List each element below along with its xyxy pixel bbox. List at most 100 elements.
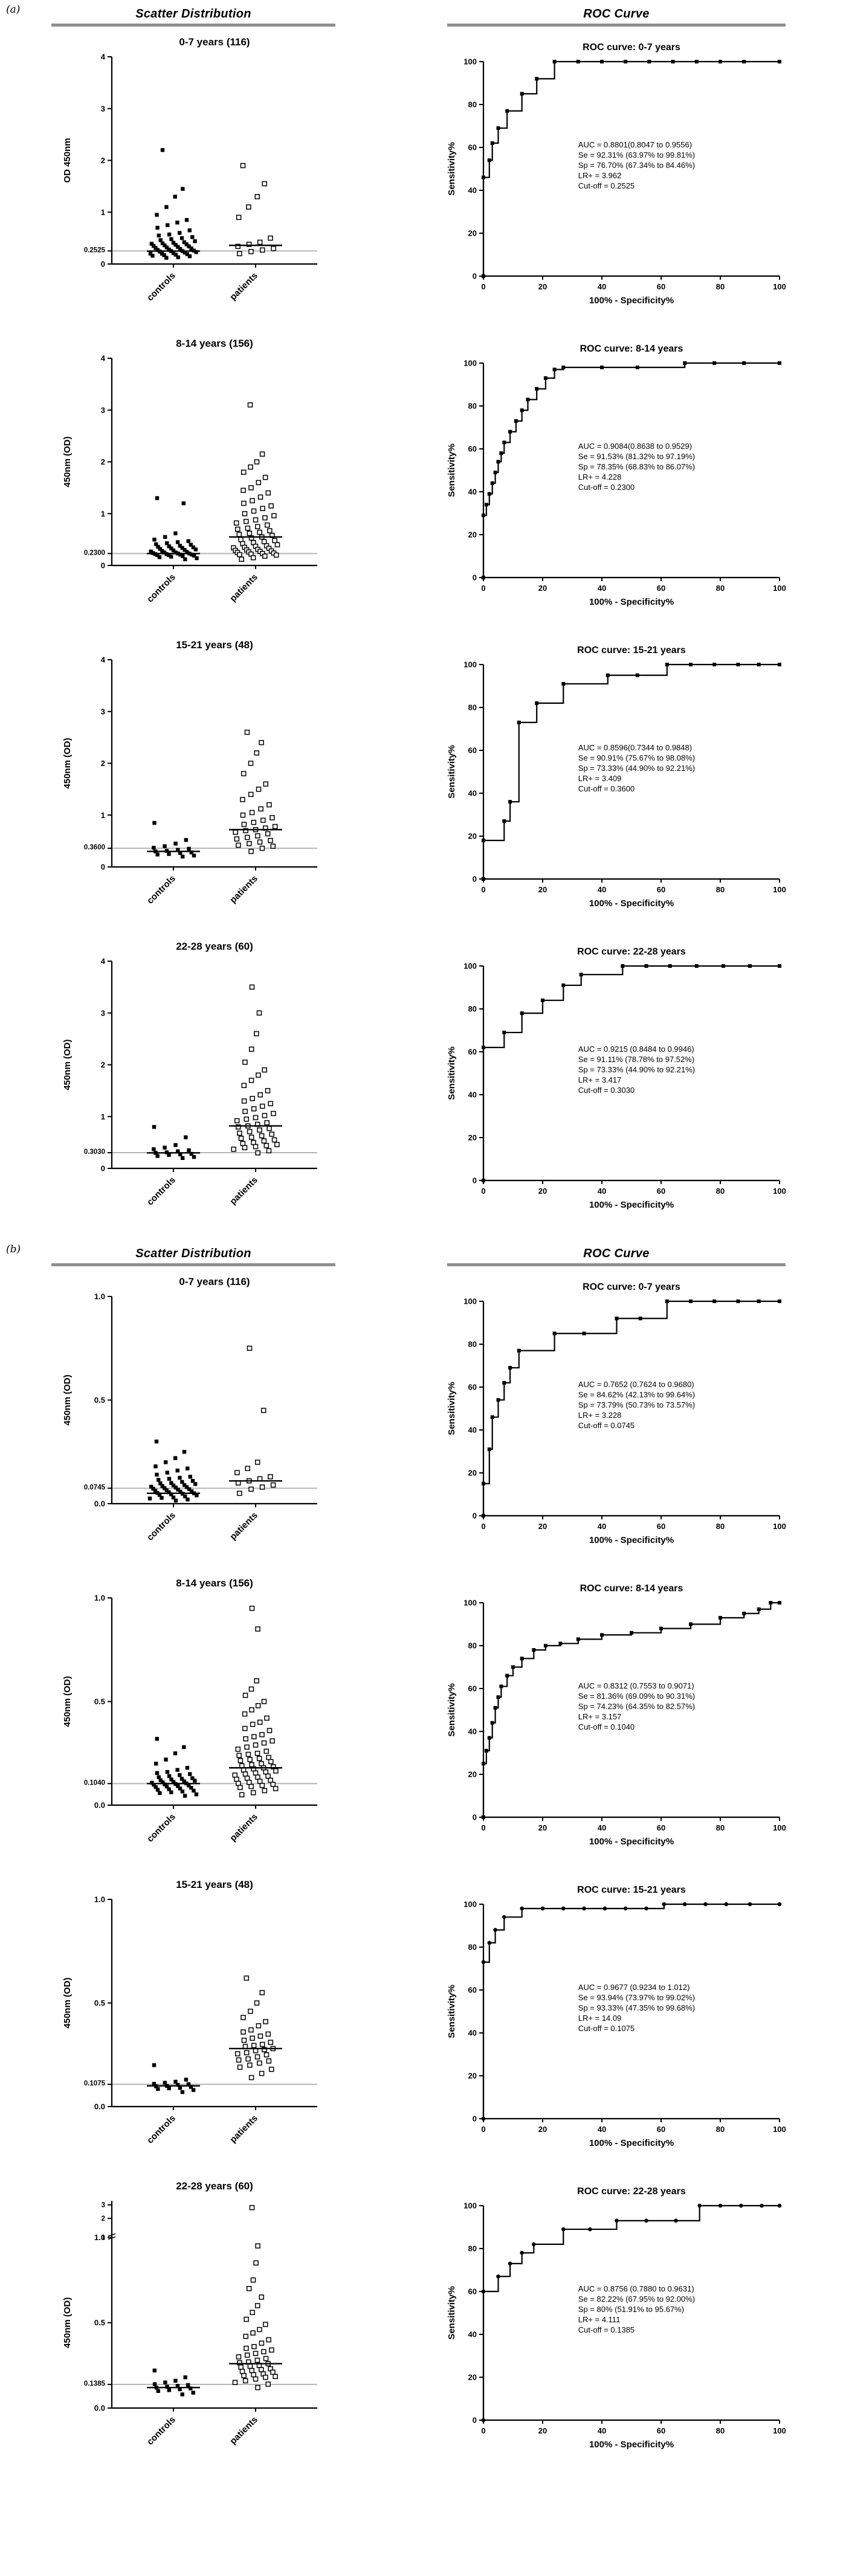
data-point-patients bbox=[266, 1125, 272, 1132]
data-point-controls bbox=[163, 2380, 167, 2384]
data-point-controls bbox=[178, 1475, 182, 1480]
data-point-controls bbox=[157, 1775, 161, 1779]
roc-annotation-line: Cut-off = 0.2525 bbox=[578, 181, 634, 190]
data-point-patients bbox=[262, 1113, 268, 1118]
roc-title: ROC curve: 22-28 years bbox=[577, 947, 686, 957]
data-point-patients bbox=[254, 750, 260, 756]
x-category-label: patients bbox=[228, 1812, 260, 1844]
data-point-controls bbox=[187, 1487, 192, 1492]
data-point-patients bbox=[239, 556, 244, 562]
data-point-controls bbox=[152, 2082, 157, 2086]
data-point-controls bbox=[171, 1495, 176, 1499]
roc-marker bbox=[778, 60, 781, 63]
roc-annotation-line: Cut-off = 0.3600 bbox=[578, 784, 634, 793]
y-tick-label: 80 bbox=[468, 1641, 477, 1650]
roc-annotation-line: Sp = 80% (51.91% to 95.67%) bbox=[578, 2305, 684, 2314]
x-tick-label: 0 bbox=[481, 1187, 485, 1196]
y-tick-label: 3 bbox=[101, 707, 105, 716]
data-point-controls bbox=[186, 1497, 190, 1502]
x-tick-label: 20 bbox=[538, 1823, 547, 1832]
roc-marker bbox=[502, 1031, 506, 1035]
x-tick-label: 80 bbox=[716, 2426, 725, 2435]
scatter-column: 22-28 years (60) 0 1 2 3 4 0.3030 450nm (OD) con… bbox=[0, 941, 387, 1229]
roc-marker bbox=[659, 1626, 663, 1631]
y-tick-label: 80 bbox=[468, 402, 477, 411]
y-tick-label: 0.0 bbox=[94, 2102, 105, 2111]
data-point-patients bbox=[255, 1774, 260, 1780]
roc-marker bbox=[712, 663, 717, 666]
data-point-controls bbox=[189, 1489, 194, 1493]
x-tick-label: 40 bbox=[598, 885, 606, 894]
data-point-patients bbox=[249, 1762, 254, 1768]
data-point-patients bbox=[250, 2277, 256, 2283]
y-tick-label: 0 bbox=[473, 1176, 477, 1185]
data-point-controls bbox=[167, 1490, 171, 1495]
roc-chart-block: ROC curve: 0-7 years 0 20 40 60 80 100 0 20 40 60 8… bbox=[441, 42, 792, 315]
cutoff-tick-label: 0.2525 bbox=[84, 246, 106, 254]
data-point-controls bbox=[190, 1776, 195, 1780]
roc-marker bbox=[558, 1641, 563, 1646]
data-point-controls bbox=[184, 217, 189, 222]
age-group-title: 15-21 years (48) bbox=[176, 639, 253, 651]
scatter-chart-block: 8-14 years (156) 0 1 2 3 4 0.2300 450nm (OD) con… bbox=[54, 338, 332, 626]
data-point-patients bbox=[242, 1725, 248, 1731]
data-point-patients bbox=[250, 498, 255, 504]
roc-annotation-line: Se = 82.22% (67.95% to 92.00%) bbox=[578, 2294, 695, 2304]
roc-marker bbox=[561, 983, 566, 987]
data-point-patients bbox=[238, 536, 244, 543]
roc-chart-block: ROC curve: 15-21 years 0 20 40 60 80 100 0 20 40 6… bbox=[441, 1885, 792, 2158]
data-point-controls bbox=[173, 1486, 178, 1490]
data-point-patients bbox=[263, 2322, 268, 2327]
data-point-patients bbox=[250, 2310, 255, 2316]
data-point-patients bbox=[234, 836, 240, 842]
data-point-patients bbox=[237, 251, 242, 257]
y-tick-label: 100 bbox=[463, 359, 477, 368]
figure-row-a-2: 15-21 years (48) 0 1 2 3 4 0.3600 450nm (OD) con… bbox=[0, 639, 846, 927]
figure-row-a-0: 0-7 years (116) 0 1 2 3 4 0.2525 OD 450nm contro… bbox=[0, 36, 846, 324]
data-point-patients bbox=[262, 181, 267, 187]
data-point-patients bbox=[244, 1116, 249, 1122]
data-point-patients bbox=[256, 787, 262, 792]
data-point-controls bbox=[184, 838, 189, 842]
roc-marker bbox=[742, 60, 746, 63]
data-point-controls bbox=[173, 1143, 178, 1147]
data-point-patients bbox=[243, 828, 248, 834]
roc-marker bbox=[748, 964, 752, 968]
roc-marker bbox=[561, 681, 566, 686]
y-tick-label: 20 bbox=[468, 1770, 477, 1779]
data-point-patients bbox=[256, 1010, 262, 1016]
y-tick-label: 40 bbox=[468, 2029, 477, 2038]
roc-marker bbox=[703, 1902, 708, 1907]
data-point-patients bbox=[242, 1145, 248, 1150]
data-point-controls bbox=[155, 852, 160, 857]
y-tick-label: 2 bbox=[101, 457, 105, 466]
data-point-patients bbox=[241, 1083, 247, 1089]
data-point-controls bbox=[190, 235, 195, 239]
data-point-controls bbox=[158, 1481, 163, 1486]
roc-marker bbox=[635, 673, 639, 677]
data-point-patients bbox=[245, 1466, 250, 1471]
y-tick-label: 1.0 bbox=[94, 1895, 105, 1904]
roc-plot-a-0: 0 20 40 60 80 100 0 20 40 60 80 100 100% - Specifici… bbox=[447, 57, 786, 306]
y-tick-label: 60 bbox=[468, 746, 477, 755]
y-axis-label: 450nm (OD) bbox=[62, 436, 73, 487]
figure-row-b-2: 15-21 years (48) 0.0 0.5 1.0 0.1075 450nm (OD… bbox=[0, 1879, 846, 2167]
data-point-patients bbox=[253, 2376, 259, 2382]
roc-title: ROC curve: 22-28 years bbox=[577, 2186, 686, 2197]
panel-a: (a) Scatter Distribution ROC Curve 0-7 y… bbox=[0, 2, 846, 1229]
roc-annotation-line: LR+ = 3.417 bbox=[578, 1075, 622, 1084]
data-point-patients bbox=[248, 1077, 254, 1083]
roc-plot-a-2: 0 20 40 60 80 100 0 20 40 60 80 100 100% - Specifici… bbox=[447, 660, 786, 909]
y-axis-label: Sensitivity% bbox=[447, 2286, 457, 2339]
data-point-controls bbox=[160, 148, 165, 152]
data-point-patients bbox=[247, 2062, 253, 2068]
data-point-patients bbox=[251, 1734, 257, 1740]
data-point-patients bbox=[253, 517, 259, 523]
data-point-controls bbox=[175, 1468, 179, 1473]
data-point-patients bbox=[248, 761, 254, 766]
roc-marker bbox=[757, 1299, 761, 1303]
panel-a-label: (a) bbox=[6, 4, 21, 16]
data-point-patients bbox=[239, 1792, 245, 1798]
data-point-patients bbox=[261, 2349, 266, 2355]
data-point-controls bbox=[164, 205, 169, 209]
